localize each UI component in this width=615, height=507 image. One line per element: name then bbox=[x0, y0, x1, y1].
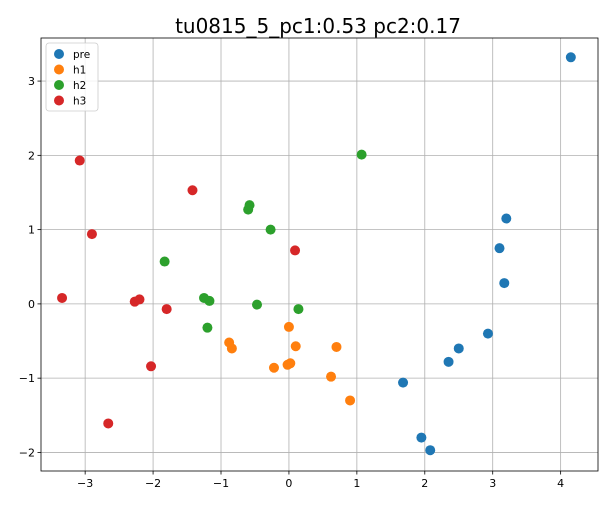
point-pre bbox=[443, 356, 454, 367]
point-h3 bbox=[57, 292, 68, 303]
point-h2 bbox=[293, 304, 304, 315]
point-h2 bbox=[252, 299, 263, 310]
y-tick-label: 1 bbox=[28, 224, 35, 237]
series-pre bbox=[398, 52, 576, 456]
point-h2 bbox=[202, 322, 213, 333]
x-tick-label: −2 bbox=[145, 477, 161, 490]
series-h3 bbox=[57, 155, 301, 429]
point-pre bbox=[398, 377, 409, 388]
point-pre bbox=[499, 278, 510, 289]
point-pre bbox=[501, 213, 512, 224]
legend-label-h1: h1 bbox=[73, 65, 86, 77]
legend: pre h1 h2 h3 bbox=[45, 42, 99, 112]
point-h3 bbox=[74, 155, 85, 166]
chart-title: tu0815_5_pc1:0.53 pc2:0.17 bbox=[175, 14, 461, 38]
point-h1 bbox=[326, 371, 337, 382]
point-pre bbox=[425, 445, 436, 456]
legend-marker-h1 bbox=[54, 64, 64, 75]
x-tick-label: 3 bbox=[489, 477, 496, 490]
point-h1 bbox=[268, 362, 279, 373]
y-tick-label: 2 bbox=[28, 149, 35, 162]
legend-marker-h2 bbox=[54, 80, 64, 90]
x-tick-label: −3 bbox=[77, 477, 93, 490]
x-tick-label: 4 bbox=[557, 477, 564, 490]
point-h3 bbox=[161, 304, 172, 315]
point-h2 bbox=[265, 224, 276, 235]
point-h3 bbox=[187, 185, 198, 196]
point-h1 bbox=[282, 359, 293, 370]
point-pre bbox=[453, 343, 464, 354]
point-h3 bbox=[103, 418, 114, 429]
plot-frame bbox=[40, 37, 599, 472]
point-pre bbox=[494, 243, 505, 254]
x-tick-label: 1 bbox=[353, 477, 360, 490]
point-h2 bbox=[159, 256, 170, 267]
point-pre bbox=[416, 432, 427, 443]
series-h2 bbox=[159, 149, 367, 333]
legend-marker-h3 bbox=[54, 95, 64, 106]
y-tick-label: −2 bbox=[19, 446, 35, 459]
grid bbox=[41, 38, 598, 471]
legend-marker-pre bbox=[54, 49, 64, 59]
data-points bbox=[57, 52, 576, 456]
axis-ticks: −3 −2 −1 0 1 2 3 4 −2 −1 0 1 2 3 bbox=[19, 75, 564, 490]
y-tick-label: −1 bbox=[19, 372, 35, 385]
legend-label-pre: pre bbox=[73, 49, 90, 61]
point-h2 bbox=[204, 295, 215, 306]
series-h1 bbox=[224, 321, 356, 406]
y-tick-label: 3 bbox=[28, 75, 35, 88]
point-h1 bbox=[345, 395, 356, 406]
point-h3 bbox=[86, 229, 97, 240]
x-tick-label: −1 bbox=[213, 477, 229, 490]
point-h1 bbox=[331, 341, 342, 352]
x-tick-label: 0 bbox=[285, 477, 292, 490]
point-h3 bbox=[290, 245, 301, 256]
legend-box bbox=[45, 42, 99, 112]
y-tick-label: 0 bbox=[28, 298, 35, 311]
legend-label-h2: h2 bbox=[73, 80, 86, 92]
point-pre bbox=[565, 52, 576, 63]
point-h1 bbox=[283, 321, 294, 332]
legend-label-h3: h3 bbox=[73, 96, 86, 108]
point-h3 bbox=[134, 294, 145, 305]
point-pre bbox=[482, 328, 493, 339]
point-h2 bbox=[356, 149, 367, 160]
point-h1 bbox=[226, 343, 237, 354]
point-h1 bbox=[290, 341, 301, 352]
x-tick-label: 2 bbox=[421, 477, 428, 490]
point-h3 bbox=[146, 361, 157, 372]
point-h2 bbox=[243, 204, 254, 215]
